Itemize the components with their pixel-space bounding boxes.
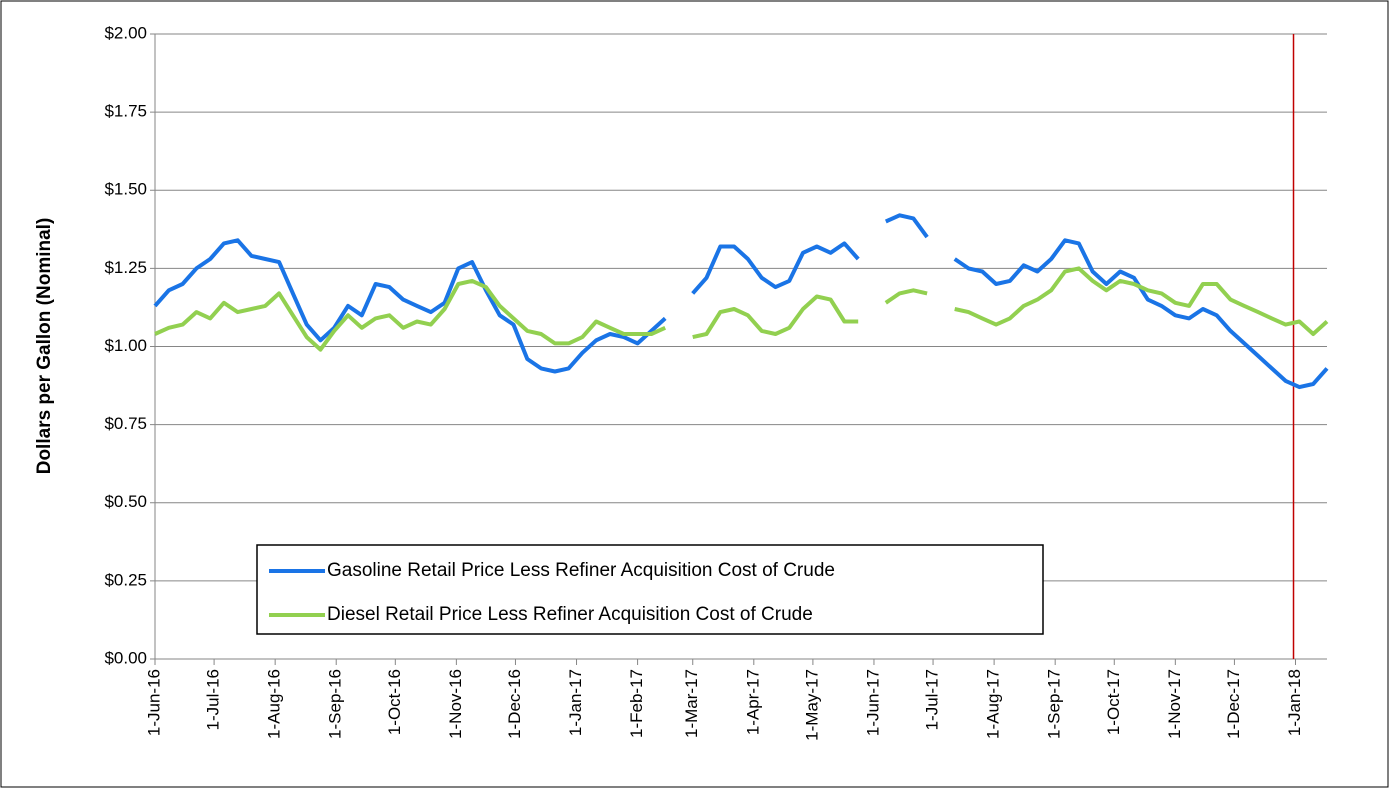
x-tick-label: 1-Sep-17 bbox=[1045, 669, 1064, 739]
x-tick-label: 1-Jun-17 bbox=[863, 669, 882, 736]
y-tick-label: $1.50 bbox=[104, 180, 147, 199]
y-tick-label: $0.50 bbox=[104, 492, 147, 511]
x-tick-label: 1-Nov-16 bbox=[446, 669, 465, 739]
x-tick-label: 1-Jul-17 bbox=[923, 669, 942, 730]
x-tick-label: 1-Feb-17 bbox=[627, 669, 646, 738]
x-tick-label: 1-Mar-17 bbox=[682, 669, 701, 738]
x-tick-label: 1-Jan-18 bbox=[1285, 669, 1304, 736]
series-line bbox=[153, 213, 1329, 390]
legend-box bbox=[256, 544, 1044, 635]
y-tick-label: $1.25 bbox=[104, 258, 147, 277]
x-tick-label: 1-Jan-17 bbox=[566, 669, 585, 736]
x-tick-label: 1-Dec-16 bbox=[505, 669, 524, 739]
x-tick-label: 1-Dec-17 bbox=[1224, 669, 1243, 739]
x-tick-label: 1-May-17 bbox=[802, 669, 821, 741]
x-tick-label: 1-Aug-17 bbox=[984, 669, 1003, 739]
y-tick-label: $0.00 bbox=[104, 648, 147, 667]
x-tick-label: 1-Jun-16 bbox=[144, 669, 163, 736]
legend-label: Gasoline Retail Price Less Refiner Acqui… bbox=[327, 560, 835, 581]
y-axis-label: Dollars per Gallon (Nominal) bbox=[34, 218, 55, 475]
x-tick-label: 1-Apr-17 bbox=[743, 669, 762, 735]
x-tick-label: 1-Nov-17 bbox=[1165, 669, 1184, 739]
x-tick-label: 1-Jul-16 bbox=[204, 669, 223, 730]
y-tick-label: $0.75 bbox=[104, 414, 147, 433]
y-tick-label: $0.25 bbox=[104, 570, 147, 589]
legend-label: Diesel Retail Price Less Refiner Acquisi… bbox=[327, 604, 813, 625]
y-tick-label: $1.00 bbox=[104, 336, 147, 355]
y-tick-label: $2.00 bbox=[104, 23, 147, 42]
x-tick-label: 1-Sep-16 bbox=[326, 669, 345, 739]
series-line bbox=[154, 266, 1329, 352]
y-tick-label: $1.75 bbox=[104, 102, 147, 121]
x-tick-label: 1-Oct-16 bbox=[385, 669, 404, 735]
x-tick-label: 1-Aug-16 bbox=[265, 669, 284, 739]
x-tick-label: 1-Oct-17 bbox=[1104, 669, 1123, 735]
